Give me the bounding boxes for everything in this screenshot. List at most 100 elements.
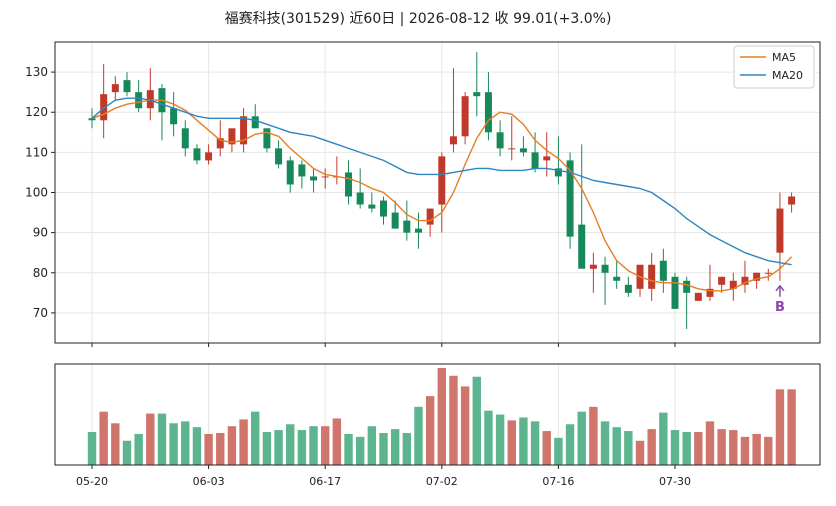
legend-ma5-label: MA5 <box>772 51 796 64</box>
candle-down <box>624 276 632 297</box>
ma-lines <box>91 97 793 292</box>
candle-body <box>589 264 597 269</box>
volume-bar <box>554 437 563 465</box>
candle-up <box>788 192 796 213</box>
candle-body <box>496 132 504 149</box>
candle-body <box>321 176 329 178</box>
candle-body <box>753 272 761 281</box>
candle-up <box>426 208 434 237</box>
candle-body <box>788 196 796 205</box>
candle-up <box>228 128 236 153</box>
volume-bar <box>495 414 505 465</box>
candle-body <box>659 260 667 281</box>
candle-up <box>321 168 329 189</box>
volume-bar <box>390 429 400 465</box>
y-tick-label: 110 <box>25 145 48 159</box>
candle-up <box>100 64 108 139</box>
volume-bar <box>740 436 750 465</box>
volume-panel-frame <box>54 363 821 466</box>
volume-bar <box>659 412 668 465</box>
candle-body <box>193 148 201 161</box>
volume-bar <box>169 423 178 465</box>
x-tick-label: 07-30 <box>659 475 691 488</box>
volume-bar <box>752 433 761 465</box>
candle-up <box>648 252 656 301</box>
candle-up <box>111 76 119 101</box>
candle-body <box>741 276 749 285</box>
candle-body <box>380 200 387 217</box>
y-tick-label: 130 <box>25 65 48 79</box>
candle-body <box>764 272 772 274</box>
candle-down <box>496 120 504 157</box>
volume-bar <box>134 433 143 465</box>
candle-body <box>216 138 224 149</box>
volume-bar <box>589 406 598 465</box>
candle-body <box>100 94 108 121</box>
buy-marker-arrow-head <box>775 284 785 292</box>
chart-title: 福赛科技(301529) 近60日 | 2026-08-12 收 99.01(+… <box>224 11 612 27</box>
candle-body <box>356 192 364 205</box>
candle-body <box>228 128 236 145</box>
volume-bar <box>297 430 307 465</box>
volume-bar <box>227 426 237 465</box>
candle-down <box>659 248 667 293</box>
buy-marker-label: B <box>775 300 785 315</box>
candle-body <box>578 224 586 269</box>
candle-body <box>531 152 539 169</box>
candle-body <box>275 148 283 165</box>
volume-bar <box>111 423 120 465</box>
buy-marker-layer: B <box>775 284 785 315</box>
candle-down <box>578 144 586 269</box>
candle-down <box>368 192 376 213</box>
candle-up <box>729 272 737 301</box>
candle-down <box>158 84 166 141</box>
volume-bar <box>239 419 248 465</box>
candle-body <box>473 92 481 97</box>
volume-bar <box>519 417 528 465</box>
candle-up <box>776 192 784 281</box>
candle-body <box>414 228 422 233</box>
candle-body <box>345 172 353 197</box>
candle-body <box>601 264 609 273</box>
y-tick-label: 100 <box>25 186 48 200</box>
candle-down <box>298 160 306 189</box>
x-tick-label: 07-16 <box>542 475 574 488</box>
candle-body <box>729 280 737 289</box>
candle-body <box>694 292 702 301</box>
volume-bar <box>122 440 132 465</box>
candle-up <box>205 144 213 165</box>
candle-body <box>543 156 551 161</box>
candle-down <box>554 136 562 185</box>
volume-bar <box>216 432 225 465</box>
candle-down <box>135 80 143 113</box>
candle-down <box>473 52 481 117</box>
volume-bar <box>146 413 155 465</box>
volume-bar <box>251 411 260 465</box>
candle-body <box>263 128 271 149</box>
candle-down <box>414 212 422 249</box>
volume-bar <box>437 368 446 465</box>
candle-up <box>438 152 446 233</box>
y-tick-label: 80 <box>33 266 48 280</box>
volume-bar <box>647 429 656 465</box>
candle-up <box>333 156 341 185</box>
candle-down <box>403 200 411 241</box>
volume-bar <box>530 421 540 465</box>
candle-down <box>310 168 318 193</box>
candle-body <box>519 148 527 153</box>
price-y-axis: 70 80 90 100 110 120 130 <box>25 65 55 320</box>
volume-bar <box>192 427 202 465</box>
candle-body <box>613 276 621 281</box>
x-tick-label: 06-17 <box>309 475 341 488</box>
candle-body <box>508 148 516 150</box>
volume-bar <box>705 421 715 465</box>
candle-down <box>286 156 294 193</box>
ma20-line <box>91 97 792 266</box>
candle-up <box>636 264 644 297</box>
candle-body <box>403 220 411 233</box>
candle-down <box>601 256 609 305</box>
volume-bar <box>99 411 108 465</box>
candlesticks <box>88 52 796 329</box>
volume-bars <box>87 368 796 465</box>
